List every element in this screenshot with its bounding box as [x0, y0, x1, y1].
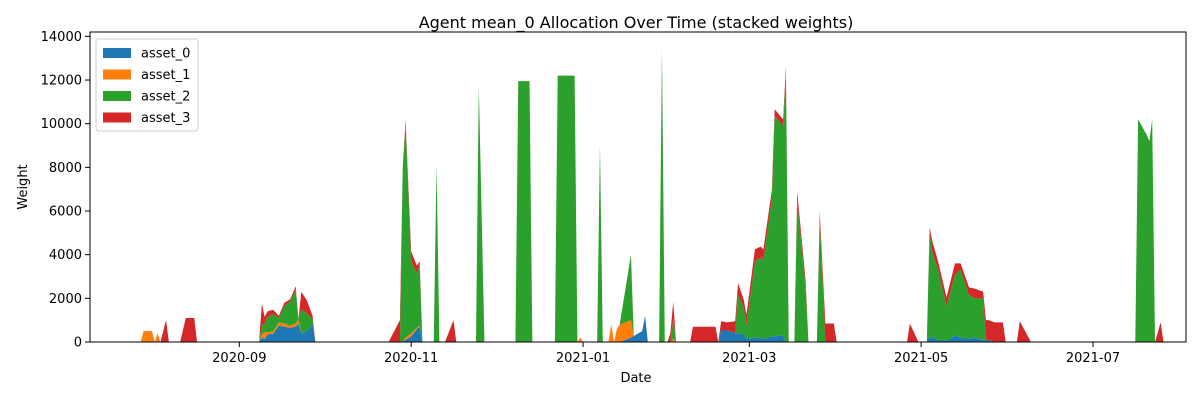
y-tick-label: 10000 — [41, 117, 82, 132]
x-tick-label: 2021-03 — [722, 351, 776, 366]
y-tick-label: 14000 — [41, 30, 82, 45]
areas-layer — [90, 49, 1186, 343]
legend-label-asset-2: asset_2 — [141, 90, 190, 105]
x-tick-label: 2020-09 — [212, 351, 266, 366]
x-tick-label: 2020-11 — [384, 351, 438, 366]
area-asset-0 — [90, 315, 1186, 342]
legend-label-asset-3: asset_3 — [141, 111, 190, 126]
x-tick-label: 2021-07 — [1066, 351, 1120, 366]
chart-title: Agent mean_0 Allocation Over Time (stack… — [419, 13, 854, 33]
area-asset-2 — [90, 49, 1186, 343]
legend-frame — [95, 38, 199, 132]
legend-label-asset-1: asset_1 — [141, 68, 190, 83]
x-tick-label: 2021-01 — [556, 351, 610, 366]
y-tick-label: 2000 — [49, 292, 82, 307]
legend-swatch-asset-3 — [103, 112, 131, 123]
legend-swatch-asset-1 — [103, 69, 131, 80]
y-tick-label: 6000 — [49, 205, 82, 220]
x-axis: 2020-09 2020-11 2021-01 2021-03 2021-05 2021-… — [212, 342, 1120, 366]
legend-label-asset-0: asset_0 — [141, 47, 190, 62]
legend-swatch-asset-0 — [103, 48, 131, 58]
y-tick-label: 8000 — [49, 161, 82, 176]
area-asset-3 — [90, 49, 1186, 343]
legend-swatch-asset-2 — [103, 91, 131, 101]
x-tick-label: 2021-05 — [894, 351, 948, 366]
y-axis-title: Weight — [16, 164, 31, 209]
y-tick-label: 12000 — [41, 74, 82, 89]
y-axis: 0 2000 4000 6000 8000 10000 12000 14000 — [41, 30, 90, 351]
x-axis-title: Date — [620, 371, 651, 386]
y-tick-label: 4000 — [49, 248, 82, 263]
legend: asset_0 asset_1 asset_2 asset_3 — [95, 38, 199, 132]
plot-frame — [89, 31, 1187, 343]
y-tick-label: 0 — [74, 336, 82, 351]
